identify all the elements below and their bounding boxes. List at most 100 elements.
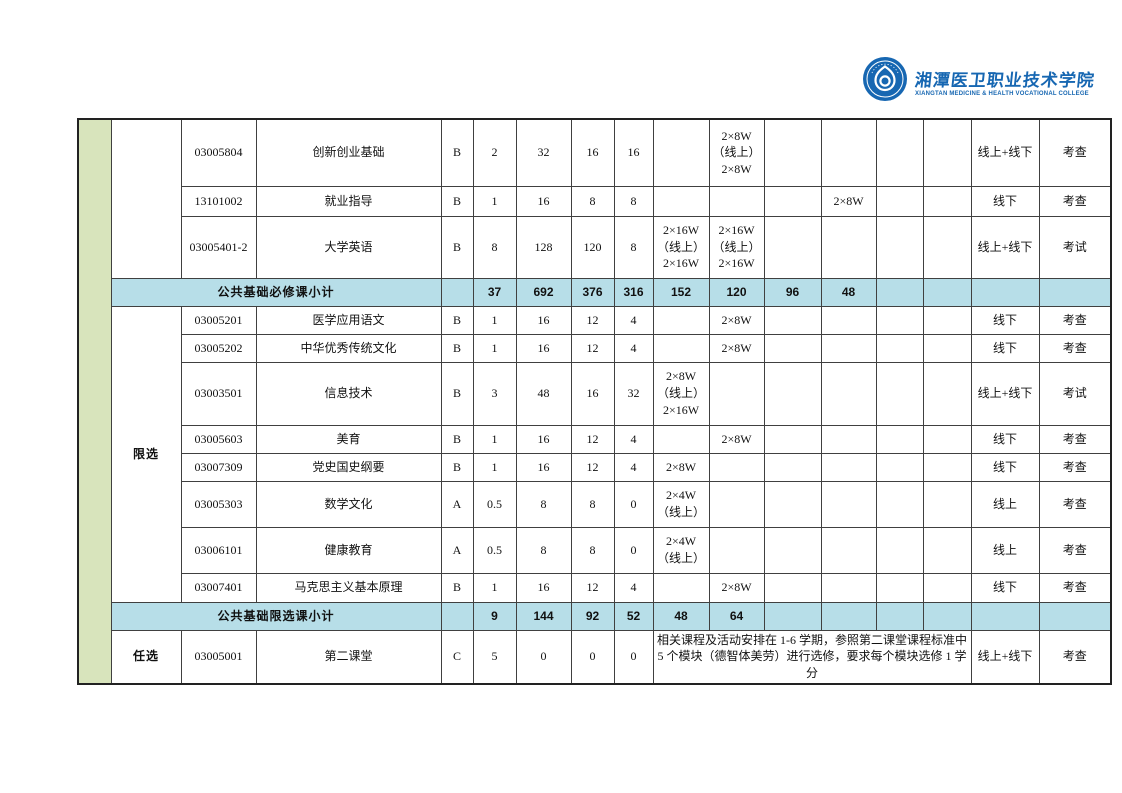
course-type-cell: B [440,333,474,363]
total-hours-cell: 32 [515,118,572,187]
semester-cell [922,361,972,426]
course-type-cell: B [440,361,474,426]
practice-hours-cell: 16 [613,118,654,187]
semester-cell [763,118,822,187]
course-code-cell: 03007401 [180,572,257,603]
total-hours-cell: 16 [515,572,572,603]
total-hours-cell: 16 [515,305,572,335]
course-name-cell: 数学文化 [255,480,442,528]
subtotal-semester-cell: 64 [708,601,765,631]
delivery-mode-cell: 线上 [970,480,1040,528]
category-cell [110,118,182,279]
theory-hours-cell: 8 [570,185,615,217]
course-row: 03005303 数学文化 A 0.5 8 8 0 2×4W（线上） 线上 考查 [78,480,1112,528]
practice-hours-cell: 8 [613,185,654,217]
course-row: 03003501 信息技术 B 3 48 16 32 2×8W（线上） 2×16W 线上+线下考… [78,361,1112,426]
semester-cell [820,215,877,279]
credits-cell: 1 [472,424,517,454]
semester-cell [922,118,972,187]
credits-cell: 1 [472,185,517,217]
semester-cell: 2×8W [708,424,765,454]
course-row: 03006101 健康教育 A 0.5 8 8 0 2×4W（线上） 线上 考查 [78,526,1112,574]
practice-hours-cell: 4 [613,305,654,335]
college-name: 湘潭医卫职业技术学院 XIANGTAN MEDICINE & HEALTH VO… [914,66,1096,97]
subtotal-practice-hours-cell: 52 [613,601,654,631]
course-code-cell: 03005303 [180,480,257,528]
course-code-cell: 03006101 [180,526,257,574]
theory-hours-cell: 12 [570,452,615,482]
semester-cell [875,333,924,363]
credits-cell: 1 [472,452,517,482]
course-code-cell: 03005603 [180,424,257,454]
semester-cell: 2×4W（线上） [652,480,710,528]
semester-cell [652,333,710,363]
subtotal-credits-cell: 9 [472,601,517,631]
subtotal-assessment-cell [1038,601,1112,631]
course-code-cell: 03005001 [180,629,257,685]
course-type-cell: B [440,185,474,217]
course-type-cell: B [440,215,474,279]
credits-cell: 5 [472,629,517,685]
subtotal-type-cell [440,601,474,631]
subtotal-credits-cell: 37 [472,277,517,307]
course-row: 03005804 创新创业基础 B 2 32 16 16 2×8W（线上）2×8W 线上+线下考… [77,118,1112,685]
semester-cell [820,118,877,187]
total-hours-cell: 48 [515,361,572,426]
course-note-cell: 相关课程及活动安排在 1-6 学期，参照第二课堂课程标准中 5 个模块（德智体美… [652,629,972,685]
credits-cell: 1 [472,333,517,363]
semester-cell: 2×8W [708,333,765,363]
course-type-cell: A [440,480,474,528]
semester-cell [875,361,924,426]
category-cell: 任选 [110,629,182,685]
delivery-mode-cell: 线下 [970,305,1040,335]
credits-cell: 3 [472,361,517,426]
credits-cell: 1 [472,572,517,603]
assessment-cell: 考查 [1038,526,1112,574]
course-name-cell: 第二课堂 [255,629,442,685]
assessment-cell: 考查 [1038,333,1112,363]
course-code-cell: 03005804 [180,118,257,187]
subtotal-semester-cell: 96 [763,277,822,307]
subtotal-theory-hours-cell: 92 [570,601,615,631]
semester-cell: 2×8W（线上） 2×16W [652,361,710,426]
semester-cell: 2×8W [708,572,765,603]
semester-cell [922,215,972,279]
theory-hours-cell: 8 [570,526,615,574]
semester-cell [652,185,710,217]
theory-hours-cell: 12 [570,424,615,454]
subtotal-label-cell: 公共基础限选课小计 [110,601,442,631]
course-name-cell: 创新创业基础 [255,118,442,187]
delivery-mode-cell: 线下 [970,572,1040,603]
semester-cell [652,118,710,187]
delivery-mode-cell: 线上+线下 [970,361,1040,426]
semester-cell [763,480,822,528]
assessment-cell: 考查 [1038,424,1112,454]
credits-cell: 8 [472,215,517,279]
college-name-en: XIANGTAN MEDICINE & HEALTH VOCATIONAL CO… [915,91,1089,97]
semester-cell [875,572,924,603]
course-code-cell: 03005201 [180,305,257,335]
semester-cell: 2×4W（线上） [652,526,710,574]
credits-cell: 1 [472,305,517,335]
delivery-mode-cell: 线上+线下 [970,118,1040,187]
semester-cell [922,572,972,603]
semester-cell [652,424,710,454]
theory-hours-cell: 12 [570,572,615,603]
semester-cell [652,572,710,603]
theory-hours-cell: 16 [570,361,615,426]
delivery-mode-cell: 线上+线下 [970,215,1040,279]
semester-cell [820,480,877,528]
course-type-cell: B [440,424,474,454]
semester-cell [708,480,765,528]
subtotal-semester-cell [820,601,877,631]
subtotal-theory-hours-cell: 376 [570,277,615,307]
semester-cell [922,526,972,574]
semester-cell [820,526,877,574]
semester-cell [875,118,924,187]
practice-hours-cell: 8 [613,215,654,279]
curriculum-table-body: 03005804 创新创业基础 B 2 32 16 16 2×8W（线上）2×8W 线上+线下考… [77,118,1112,685]
credits-cell: 2 [472,118,517,187]
delivery-mode-cell: 线下 [970,333,1040,363]
college-logo: 湘潭医卫职业技术学院 XIANGTAN MEDICINE & HEALTH VO… [862,56,1096,107]
